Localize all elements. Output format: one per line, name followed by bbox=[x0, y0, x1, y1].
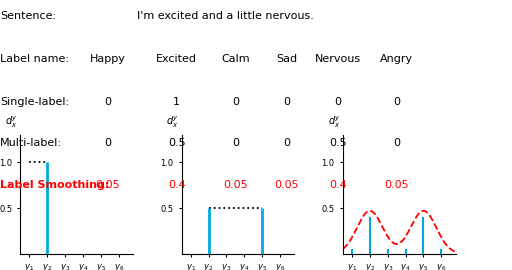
Text: Nervous: Nervous bbox=[315, 54, 361, 64]
Text: 0: 0 bbox=[393, 97, 400, 107]
Text: 0.05: 0.05 bbox=[95, 180, 120, 190]
Text: Happy: Happy bbox=[90, 54, 125, 64]
Text: Multi-label:: Multi-label: bbox=[0, 138, 62, 148]
Text: 0: 0 bbox=[283, 138, 290, 148]
Text: 0: 0 bbox=[334, 97, 342, 107]
Y-axis label: $d_x^y$: $d_x^y$ bbox=[328, 115, 340, 130]
Text: 0: 0 bbox=[232, 138, 239, 148]
Text: 0.5: 0.5 bbox=[329, 138, 347, 148]
Text: 0.4: 0.4 bbox=[329, 180, 347, 190]
Text: I'm excited and a little nervous.: I'm excited and a little nervous. bbox=[137, 11, 314, 21]
Text: Calm: Calm bbox=[221, 54, 250, 64]
Text: Angry: Angry bbox=[380, 54, 413, 64]
Y-axis label: $d_x^y$: $d_x^y$ bbox=[5, 115, 18, 130]
Text: 0: 0 bbox=[283, 97, 290, 107]
Text: 0: 0 bbox=[104, 138, 111, 148]
Text: Excited: Excited bbox=[156, 54, 197, 64]
Text: 0.4: 0.4 bbox=[168, 180, 185, 190]
Text: 0.05: 0.05 bbox=[385, 180, 409, 190]
Text: 0.5: 0.5 bbox=[168, 138, 185, 148]
Text: 0: 0 bbox=[104, 97, 111, 107]
Text: Sentence:: Sentence: bbox=[0, 11, 56, 21]
Text: 0.05: 0.05 bbox=[223, 180, 248, 190]
Text: Single-label:: Single-label: bbox=[0, 97, 69, 107]
Text: 1: 1 bbox=[173, 97, 180, 107]
Y-axis label: $d_x^y$: $d_x^y$ bbox=[166, 115, 179, 130]
Text: 0: 0 bbox=[393, 138, 400, 148]
Text: Label Smoothing:: Label Smoothing: bbox=[0, 180, 110, 190]
Text: Label name:: Label name: bbox=[0, 54, 69, 64]
Text: 0.05: 0.05 bbox=[274, 180, 299, 190]
Text: Sad: Sad bbox=[276, 54, 297, 64]
Text: 0: 0 bbox=[232, 97, 239, 107]
